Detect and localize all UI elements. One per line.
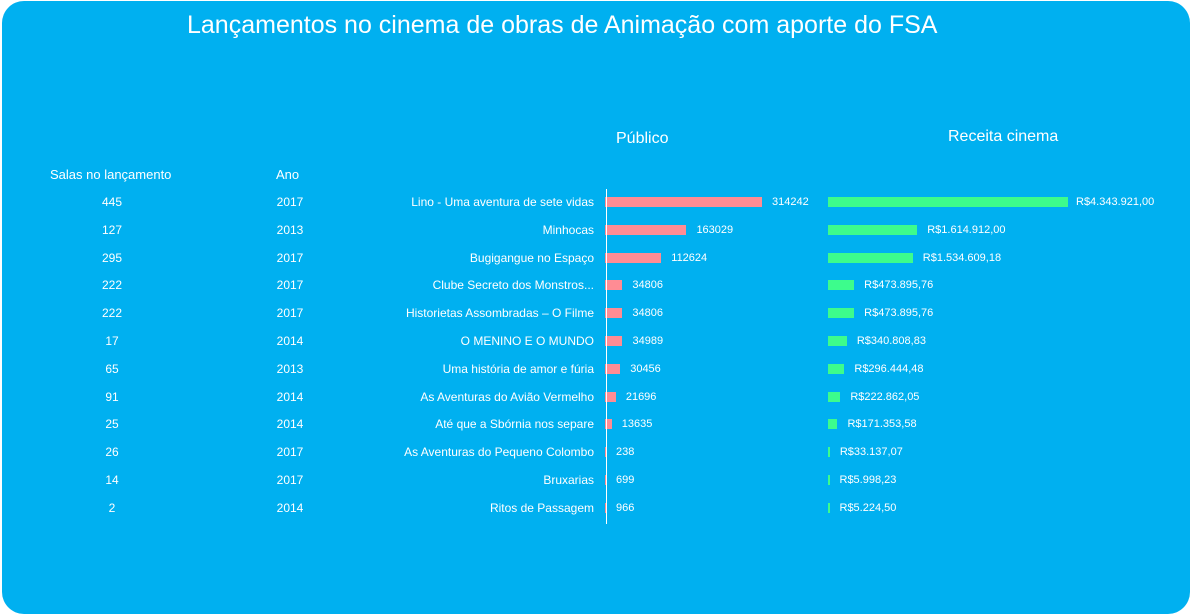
receita-bar [828,252,913,263]
receita-bar [828,308,855,319]
salas-header: Salas no lançamento [50,167,172,182]
publico-bar [605,308,623,319]
publico-label: 699 [616,474,635,486]
ano-value: 2017 [276,195,304,209]
publico-bar [605,475,606,485]
salas-value: 91 [105,389,119,404]
publico-bar [605,502,606,513]
receita-label: R$340.808,83 [856,335,926,347]
ano-value: 2013 [276,361,304,376]
receita-label: R$222.862,05 [850,390,920,403]
category-label: Uma história de amor e fúria [442,361,594,376]
salas-value: 295 [101,250,123,265]
receita-label: R$5.998,23 [839,474,897,486]
receita-label: R$5.224,50 [839,501,897,514]
category-label: O MENINO E O MUNDO [460,334,594,348]
publico-bar [605,391,616,402]
ano-value: 2014 [276,417,304,432]
category-label: Clube Secreto dos Monstros... [432,278,594,293]
receita-bar [828,447,830,458]
salas-value: 2 [108,500,116,515]
receita-label: R$1.534.609,18 [922,251,1002,264]
ano-header: Ano [276,167,300,182]
publico-bar [605,447,606,458]
ano-value: 2017 [276,306,304,321]
ano-value: 2017 [276,250,304,265]
category-label: Historietas Assombradas – O Filme [405,306,594,321]
receita-bar [828,197,1068,207]
publico-label: 34806 [632,307,663,320]
receita-header: Receita cinema [948,128,1059,145]
receita-label: R$4.343.921,00 [1076,196,1155,208]
category-label: Minhocas [542,222,594,237]
salas-value: 445 [101,195,123,209]
category-label: Até que a Sbórnia nos separe [435,417,594,432]
receita-bar [828,475,830,485]
publico-bar [605,336,623,346]
salas-value: 14 [105,473,119,487]
ano-value: 2017 [276,473,304,487]
publico-label: 13635 [621,418,653,431]
category-label: As Aventuras do Avião Vermelho [420,389,594,404]
publico-label: 163029 [696,223,734,236]
salas-value: 222 [101,278,123,293]
publico-label: 314242 [772,196,809,208]
category-axis [606,189,607,524]
publico-bar [605,252,662,263]
receita-label: R$473.895,76 [864,279,934,292]
publico-label: 112624 [671,251,708,264]
receita-bar [828,391,841,402]
receita-label: R$473.895,76 [864,307,934,320]
receita-bar [828,224,918,235]
salas-value: 127 [101,222,123,237]
salas-value: 17 [105,334,119,348]
publico-label: 966 [616,501,635,514]
publico-label: 34989 [632,335,664,347]
publico-bar [605,419,612,430]
category-label: Ritos de Passagem [489,500,594,515]
publico-label: 30456 [630,362,661,375]
salas-value: 222 [101,306,123,321]
publico-label: 238 [616,446,635,459]
ano-value: 2014 [276,500,304,515]
receita-bar [828,336,847,346]
salas-value: 25 [105,417,119,432]
receita-label: R$296.444,48 [854,362,924,375]
receita-bar [828,502,830,513]
category-label: As Aventuras do Pequeno Colombo [404,445,594,460]
ano-value: 2014 [276,334,304,348]
ano-value: 2017 [276,278,304,293]
chart-title: Lançamentos no cinema de obras de Animaç… [187,11,938,39]
publico-bar [605,197,762,207]
publico-header: Público [616,130,669,147]
category-label: Bugigangue no Espaço [469,250,594,265]
publico-label: 21696 [625,390,657,403]
receita-bar [828,280,855,291]
receita-label: R$171.353,58 [847,418,917,431]
salas-value: 26 [105,445,119,460]
category-label: Lino - Uma aventura de sete vidas [411,195,594,209]
receita-label: R$33.137,07 [839,446,903,459]
publico-bar [605,280,623,291]
salas-value: 65 [105,361,119,376]
receita-bar [828,363,845,374]
ano-value: 2014 [276,389,304,404]
publico-bar [605,224,687,235]
receita-bar [828,419,838,430]
publico-bar [605,363,621,374]
category-label: Bruxarias [543,473,594,487]
receita-label: R$1.614.912,00 [927,223,1006,236]
ano-value: 2017 [276,445,304,460]
ano-value: 2013 [276,222,304,237]
publico-label: 34806 [632,279,663,292]
